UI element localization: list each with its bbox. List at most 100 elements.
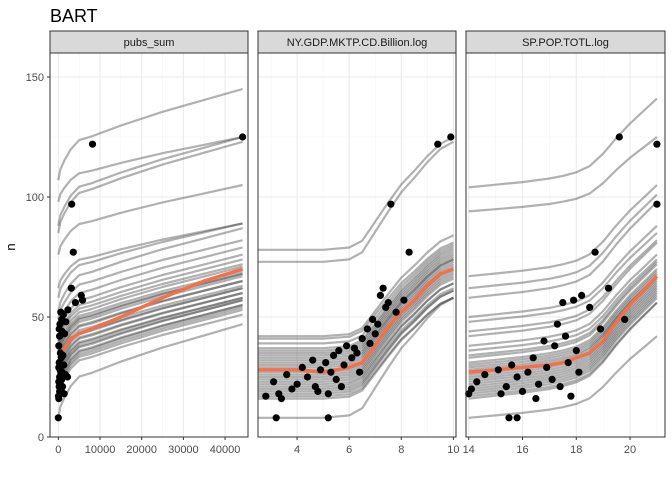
ice-curves (468, 97, 659, 419)
ice-curve (258, 136, 454, 251)
ice-curve (468, 301, 658, 400)
observation-points (465, 133, 661, 422)
observation-point (392, 308, 400, 316)
ice-curve (468, 201, 658, 299)
observation-point (570, 296, 578, 304)
x-tick-label: 30000 (168, 444, 199, 456)
observation-point (63, 373, 72, 381)
observation-point (615, 133, 623, 141)
observation-points (262, 133, 455, 422)
observation-point (277, 395, 285, 403)
ice-curve (57, 87, 243, 181)
x-tick-label: 10 (447, 444, 459, 456)
ice-curve (258, 296, 454, 419)
observation-point (502, 383, 510, 391)
observation-point (288, 385, 296, 393)
observation-point (314, 387, 322, 395)
observation-point (564, 359, 572, 367)
observation-point (556, 383, 564, 391)
observation-point (596, 325, 605, 333)
facet-strip-label: SP.POP.TOTL.log (522, 37, 609, 49)
observation-point (340, 361, 348, 369)
ice-curve (468, 258, 658, 352)
observation-point (513, 373, 521, 381)
panel-background (50, 53, 248, 437)
observation-point (551, 342, 559, 350)
observation-point (293, 380, 301, 388)
ice-curve (468, 239, 658, 333)
ice-curve (468, 270, 658, 367)
ice-curve (468, 294, 658, 393)
ice-curve (258, 282, 454, 386)
ice-curve (57, 275, 243, 359)
observation-point (575, 368, 583, 376)
ice-curve (57, 279, 243, 361)
observation-point (382, 303, 390, 311)
observation-point (55, 395, 63, 403)
ice-curve (258, 260, 454, 367)
observation-point (508, 361, 516, 369)
ice-curve (468, 263, 658, 359)
observation-point (376, 291, 384, 299)
ice-curve (258, 258, 454, 364)
ice-curve (468, 253, 658, 347)
observation-point (505, 414, 513, 422)
ice-curve (57, 227, 243, 313)
ice-curve (468, 184, 658, 278)
ice-curve (468, 97, 658, 189)
x-tick-label: 18 (570, 444, 582, 456)
facet-panels: pubs_sum 0 10000 20000 30000 40000 0 50 100 150 NY… (26, 30, 666, 456)
observation-point (494, 366, 502, 374)
observation-point (447, 133, 455, 141)
observation-point (54, 414, 62, 422)
y-tick-label: 150 (26, 72, 44, 84)
ice-curves (56, 87, 244, 419)
observation-point (529, 354, 537, 362)
ice-curve (57, 323, 243, 419)
panel-border (257, 52, 457, 438)
ice-curve (258, 248, 454, 352)
observation-point (524, 368, 532, 376)
observation-point (78, 296, 87, 304)
observation-point (591, 248, 599, 256)
ice-curve (468, 273, 658, 369)
ice-curve (468, 289, 658, 388)
observation-point (535, 380, 543, 388)
observation-point (434, 140, 442, 148)
observation-point (358, 335, 366, 343)
observation-point (371, 330, 379, 338)
observation-point (283, 371, 291, 379)
observation-point (653, 200, 661, 208)
observation-point (68, 200, 76, 208)
observation-point (270, 378, 278, 386)
observation-point (239, 133, 247, 141)
x-tick-label: 4 (294, 444, 300, 456)
facet-strip-label: NY.GDP.MKTP.CD.Billion.log (287, 37, 428, 49)
ice-curve (468, 193, 658, 290)
facet-panel-3: SP.POP.TOTL.log 14 16 18 20 (463, 30, 666, 456)
ice-curve (258, 272, 454, 379)
ice-curve (57, 140, 243, 234)
ice-curve (258, 275, 454, 381)
observation-point (335, 347, 343, 355)
ice-curve (57, 135, 243, 227)
observation-point (324, 414, 332, 422)
observation-point (513, 414, 521, 422)
observation-point (56, 332, 64, 340)
observation-point (572, 347, 580, 355)
observation-point (369, 315, 377, 323)
observation-points (54, 133, 247, 422)
observation-point (353, 349, 361, 357)
observation-point (356, 368, 364, 376)
observation-point (71, 299, 79, 307)
ice-curve (57, 258, 243, 342)
observation-point (387, 200, 395, 208)
ice-curve (468, 136, 658, 213)
observation-point (332, 375, 340, 383)
ice-curve (468, 297, 658, 395)
observation-point (540, 337, 548, 345)
ice-curve (57, 135, 243, 203)
observation-point (262, 392, 270, 400)
observation-point (374, 320, 382, 328)
